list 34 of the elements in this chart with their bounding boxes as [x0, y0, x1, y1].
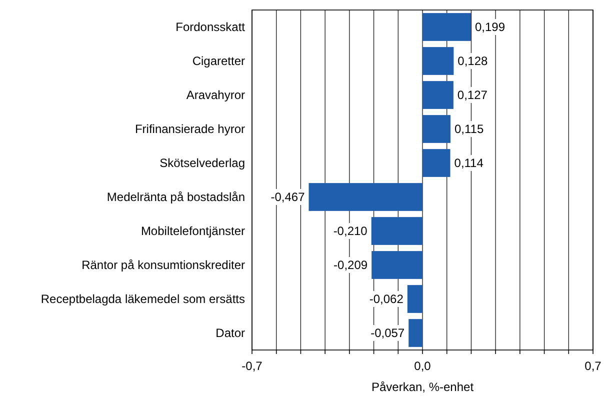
y-tick-label: Frifinansierade hyror [134, 122, 245, 136]
y-tick-label: Skötselvederlag [160, 156, 245, 170]
y-tick-label: Mobiltelefontjänster [140, 224, 245, 238]
bar [422, 81, 454, 109]
bar [308, 183, 422, 211]
y-tick-label: Fordonsskatt [176, 20, 246, 34]
y-tick-label: Medelränta på bostadslån [106, 190, 245, 204]
y-tick-label: Receptbelagda läkemedel som ersätts [40, 292, 245, 306]
bar [408, 319, 422, 347]
data-label: -0,209 [334, 258, 368, 272]
bar [422, 13, 471, 41]
bar [372, 251, 422, 279]
bar [422, 47, 454, 75]
data-label: 0,115 [454, 122, 484, 136]
data-label: -0,062 [369, 292, 404, 306]
data-label: -0,467 [270, 190, 306, 204]
y-tick-label: Cigaretter [192, 54, 246, 68]
data-label: 0,128 [458, 54, 488, 68]
data-label: 0,114 [454, 156, 484, 170]
bar [422, 149, 450, 177]
y-tick-label: Räntor på konsumtionskrediter [82, 258, 245, 272]
bar [407, 285, 422, 313]
x-tick-label: -0,7 [242, 359, 263, 373]
bar [422, 115, 451, 143]
y-tick-label: Aravahyror [186, 88, 246, 102]
data-label: 0,199 [474, 20, 506, 34]
x-tick-label: 0,7 [584, 359, 602, 373]
data-label: 0,127 [457, 88, 488, 102]
y-tick-label: Dator [216, 326, 246, 340]
x-axis-title: Påverkan, %-enhet [371, 380, 474, 394]
x-tick-label: 0,0 [414, 359, 432, 373]
data-label: -0,210 [333, 224, 368, 238]
bar [371, 217, 422, 245]
data-label: -0,057 [370, 326, 405, 340]
